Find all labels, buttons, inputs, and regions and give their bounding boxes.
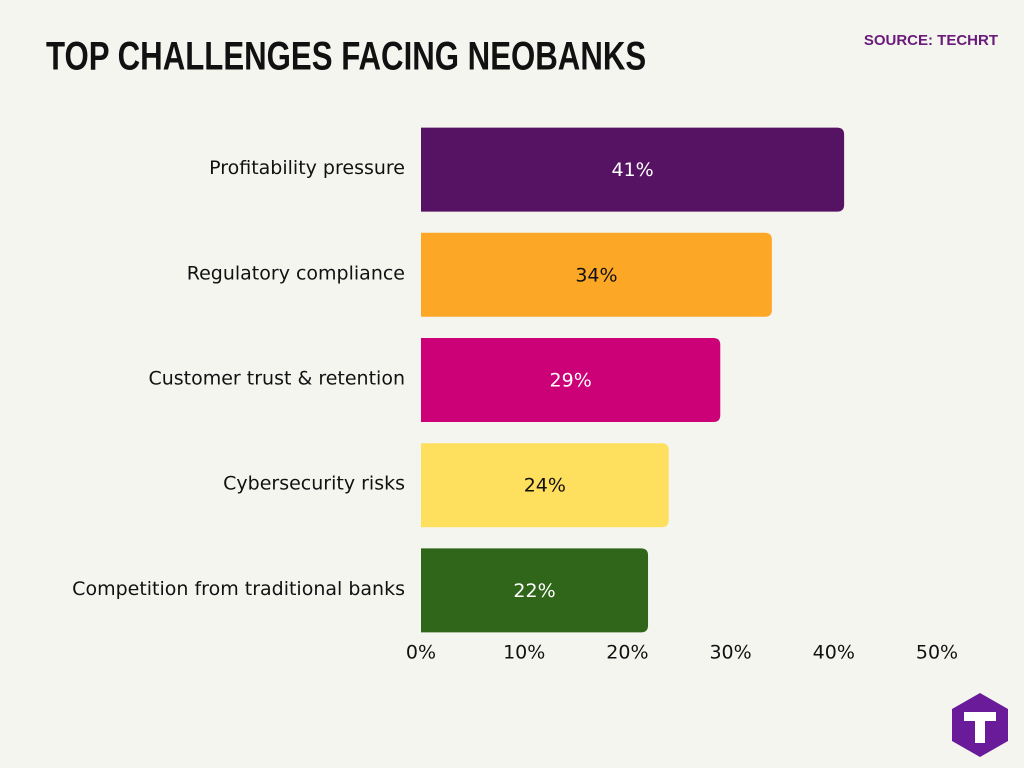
bar [421,127,845,212]
value-label: 41% [611,159,653,181]
source: SOURCE: TECHRT [864,32,998,49]
logo-letter [964,712,996,743]
x-tick-label: 20% [606,642,648,664]
bar [421,232,772,317]
value-label: 22% [513,580,555,602]
x-tick-label: 10% [503,642,545,664]
x-tick-label: 30% [709,642,751,664]
x-tick-label: 50% [916,642,958,664]
y-tick-label: Cybersecurity risks [223,473,405,495]
y-tick-label: Profitability pressure [209,157,405,179]
value-label: 34% [575,264,617,286]
chart-title: TOP CHALLENGES FACING NEOBANKS [46,34,646,79]
value-label: 24% [524,475,566,497]
bar [421,443,669,528]
y-tick-label: Competition from traditional banks [72,578,405,600]
logo [952,693,1008,757]
bar [421,548,649,633]
y-tick-label: Regulatory compliance [187,262,405,284]
bar [421,338,721,422]
y-tick-label: Customer trust & retention [148,368,405,390]
x-tick-label: 0% [406,642,436,664]
x-tick-label: 40% [813,642,855,664]
value-label: 29% [550,370,592,392]
